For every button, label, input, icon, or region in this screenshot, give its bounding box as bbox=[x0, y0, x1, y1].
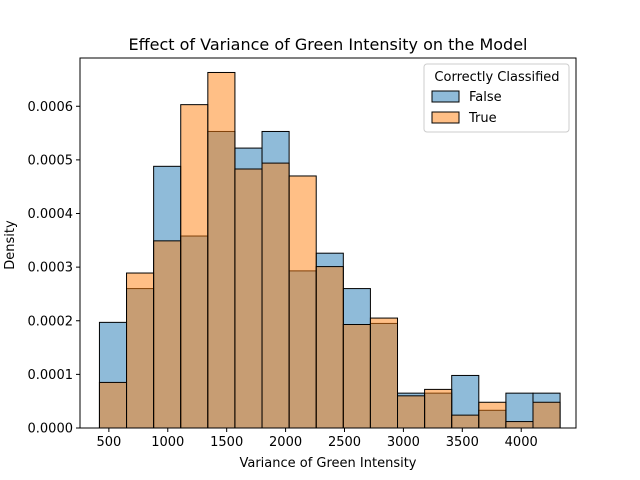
y-tick-label: 0.0003 bbox=[28, 261, 74, 276]
bar-true-6 bbox=[261, 162, 290, 429]
x-tick-label: 2500 bbox=[328, 435, 361, 450]
bar-true-5 bbox=[234, 168, 263, 429]
x-tick-label: 1500 bbox=[210, 435, 243, 450]
x-tick-label: 2000 bbox=[269, 435, 302, 450]
bar-true-1 bbox=[126, 272, 155, 429]
x-tick-label: 3000 bbox=[387, 435, 420, 450]
x-tick-label: 500 bbox=[96, 435, 121, 450]
bar-true-11 bbox=[397, 395, 426, 429]
bar-true-7 bbox=[288, 175, 317, 429]
x-axis-label: Variance of Green Intensity bbox=[239, 456, 416, 471]
legend-label-false: False bbox=[469, 90, 502, 105]
bar-true-0 bbox=[98, 381, 128, 429]
legend-swatch-true bbox=[431, 111, 460, 124]
bar-true-12 bbox=[424, 388, 453, 429]
x-tick-label: 3500 bbox=[446, 435, 479, 450]
plot-frame bbox=[79, 57, 577, 429]
bar-true-9 bbox=[342, 324, 371, 429]
y-tick-label: 0.0004 bbox=[28, 207, 74, 222]
x-tick-label: 1000 bbox=[151, 435, 184, 450]
bar-true-8 bbox=[315, 266, 344, 429]
y-tick-label: 0.0002 bbox=[28, 314, 74, 329]
legend: Correctly Classified False True bbox=[423, 63, 570, 133]
legend-label-true: True bbox=[468, 111, 497, 126]
bars-layer bbox=[98, 71, 561, 429]
bar-true-13 bbox=[451, 414, 480, 429]
bar-true-2 bbox=[153, 240, 182, 429]
legend-swatch-false bbox=[431, 90, 460, 103]
bar-true-4 bbox=[207, 71, 236, 429]
axes-layer: 500 1000 1500 2000 2500 3000 3500 4000 0.0000 0.0… bbox=[28, 57, 577, 450]
bar-true-15 bbox=[505, 421, 534, 429]
bar-true-14 bbox=[478, 401, 507, 429]
y-tick-label: 0.0000 bbox=[28, 422, 74, 437]
bar-true-16 bbox=[532, 401, 561, 429]
y-tick-label: 0.0005 bbox=[28, 153, 74, 168]
y-tick-label: 0.0001 bbox=[28, 368, 74, 383]
y-axis-label: Density bbox=[3, 220, 18, 270]
x-tick-label: 4000 bbox=[505, 435, 538, 450]
legend-box bbox=[423, 63, 570, 133]
bar-true-10 bbox=[369, 317, 399, 429]
bar-true-3 bbox=[180, 104, 209, 429]
chart-title: Effect of Variance of Green Intensity on… bbox=[128, 35, 527, 54]
y-tick-label: 0.0006 bbox=[28, 100, 74, 115]
legend-title: Correctly Classified bbox=[434, 70, 559, 85]
